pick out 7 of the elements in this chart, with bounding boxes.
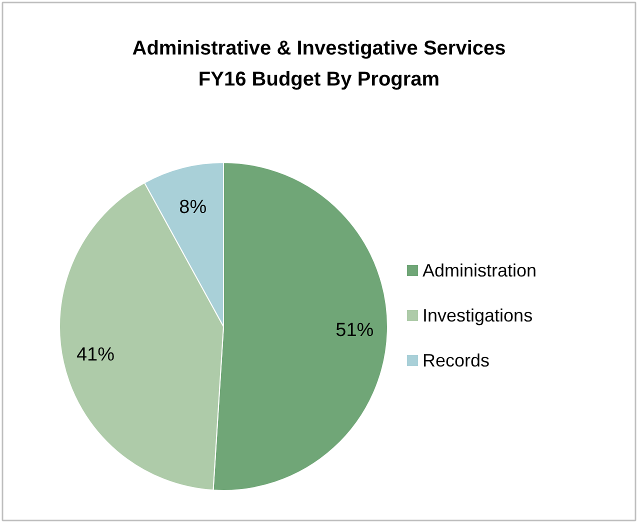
data-label: 41% <box>76 344 115 366</box>
legend-label: Records <box>422 350 490 370</box>
data-label: 51% <box>336 320 374 342</box>
legend-label: Administration <box>422 260 537 280</box>
chart-title: Administrative & Investigative Services FY16 Budget By Program <box>132 38 506 90</box>
legend-label: Investigations <box>422 306 533 326</box>
data-label: 8% <box>179 196 207 218</box>
